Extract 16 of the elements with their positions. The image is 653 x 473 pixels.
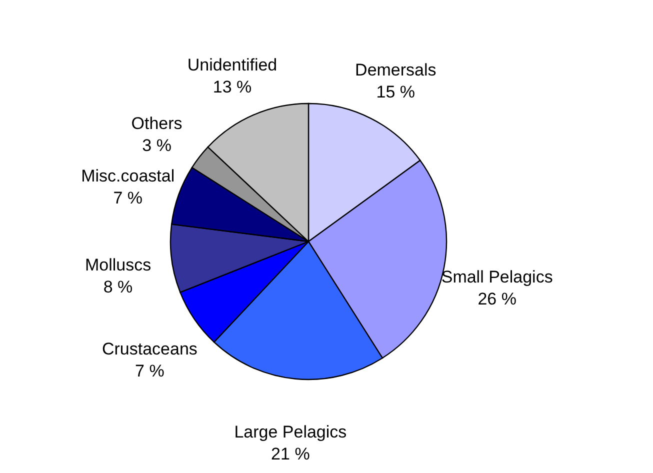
slice-label: Demersals [355, 60, 436, 80]
data-label: 7 % [135, 361, 164, 380]
data-label: 15 % [376, 82, 416, 102]
slice-label: Misc.coastal [81, 166, 175, 186]
data-label: 13 % [212, 77, 252, 96]
slice-label: Small Pelagics [441, 267, 553, 286]
data-label: 7 % [113, 188, 142, 208]
slice-label: Unidentified [187, 55, 278, 74]
data-label: 3 % [142, 136, 172, 155]
slice-label: Crustaceans [102, 339, 198, 358]
slice-label: Molluscs [84, 256, 152, 275]
slice-label: Others [131, 114, 182, 133]
data-label: 8 % [103, 278, 133, 297]
data-label: 21 % [271, 444, 310, 464]
slice-label: Large Pelagics [234, 422, 347, 442]
data-label: 26 % [478, 289, 516, 308]
